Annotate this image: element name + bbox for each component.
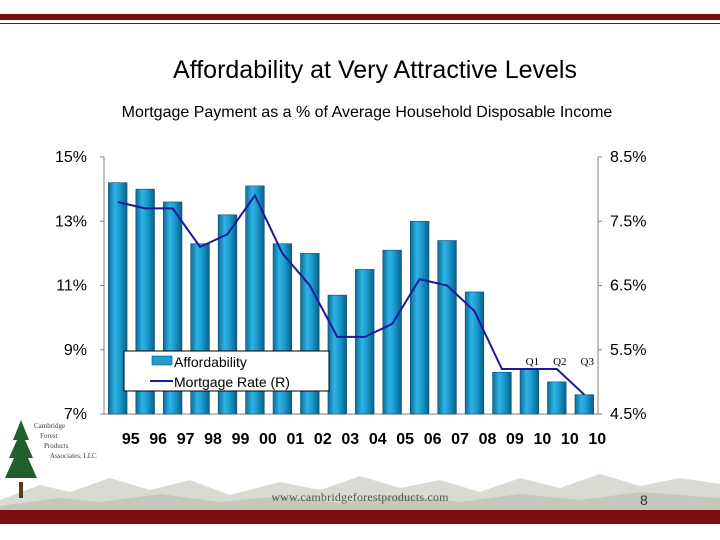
legend-label-affordability: Affordability (174, 354, 247, 370)
affordability-bar (547, 381, 567, 415)
x-tick-label: 10 (533, 431, 551, 448)
logo-line-1: Cambridge (34, 422, 66, 430)
affordability-bar (355, 269, 375, 415)
affordability-bar (437, 240, 457, 415)
company-logo (5, 420, 37, 498)
right-tick-label: 8.5% (610, 149, 646, 166)
quarter-label: Q1 (526, 356, 539, 368)
x-tick-label: 10 (588, 431, 606, 448)
x-tick-label: 09 (506, 431, 524, 448)
left-tick-label: 9% (64, 342, 87, 359)
website-url[interactable]: www.cambridgeforestproducts.com (271, 490, 449, 504)
x-tick-label: 99 (232, 431, 250, 448)
x-tick-label: 95 (122, 431, 140, 448)
x-tick-label: 00 (259, 431, 277, 448)
left-tick-label: 15% (55, 149, 87, 166)
x-tick-label: 07 (451, 431, 469, 448)
chart-subtitle: Mortgage Payment as a % of Average House… (121, 104, 613, 121)
x-tick-label: 02 (314, 431, 332, 448)
logo-line-4: Associates, LLC (50, 452, 97, 460)
right-tick-label: 4.5% (610, 406, 646, 423)
affordability-bar (382, 249, 402, 415)
affordability-bar (492, 371, 512, 415)
x-tick-label: 05 (396, 431, 414, 448)
top-brand-bar (0, 14, 720, 20)
page-number: 8 (640, 492, 648, 508)
affordability-bar (409, 220, 430, 415)
pine-tree-icon (5, 420, 37, 498)
right-tick-label: 5.5% (610, 342, 646, 359)
affordability-bar (327, 294, 347, 415)
mortgage-rate-line (117, 193, 585, 396)
left-tick-label: 11% (56, 278, 87, 295)
x-tick-label: 10 (561, 431, 579, 448)
legend-bar-swatch (151, 355, 173, 366)
affordability-bar (574, 394, 594, 415)
affordability-bar (519, 368, 540, 415)
x-tick-label: 04 (369, 431, 387, 448)
x-tick-label: 98 (204, 431, 222, 448)
quarter-label: Q2 (553, 356, 566, 368)
x-tick-label: 01 (286, 431, 304, 448)
x-tick-label: 97 (177, 431, 195, 448)
left-tick-label: 7% (64, 406, 87, 423)
x-tick-label: 06 (424, 431, 442, 448)
slide-title: Affordability at Very Attractive Levels (173, 56, 577, 84)
x-tick-label: 08 (479, 431, 497, 448)
top-brand-line (0, 23, 720, 24)
x-tick-label: 96 (149, 431, 167, 448)
right-tick-label: 7.5% (610, 213, 646, 230)
mountain-silhouette (0, 474, 720, 515)
affordability-bar (108, 182, 128, 415)
logo-line-2: Forest (40, 432, 58, 440)
x-tick-label: 03 (341, 431, 359, 448)
quarter-label: Q3 (581, 356, 595, 368)
left-tick-label: 13% (55, 213, 87, 230)
legend-label-mortgage-rate: Mortgage Rate (R) (174, 374, 290, 390)
bottom-brand-bar (0, 510, 720, 524)
right-tick-label: 6.5% (610, 278, 646, 295)
logo-line-3: Products (44, 442, 69, 450)
